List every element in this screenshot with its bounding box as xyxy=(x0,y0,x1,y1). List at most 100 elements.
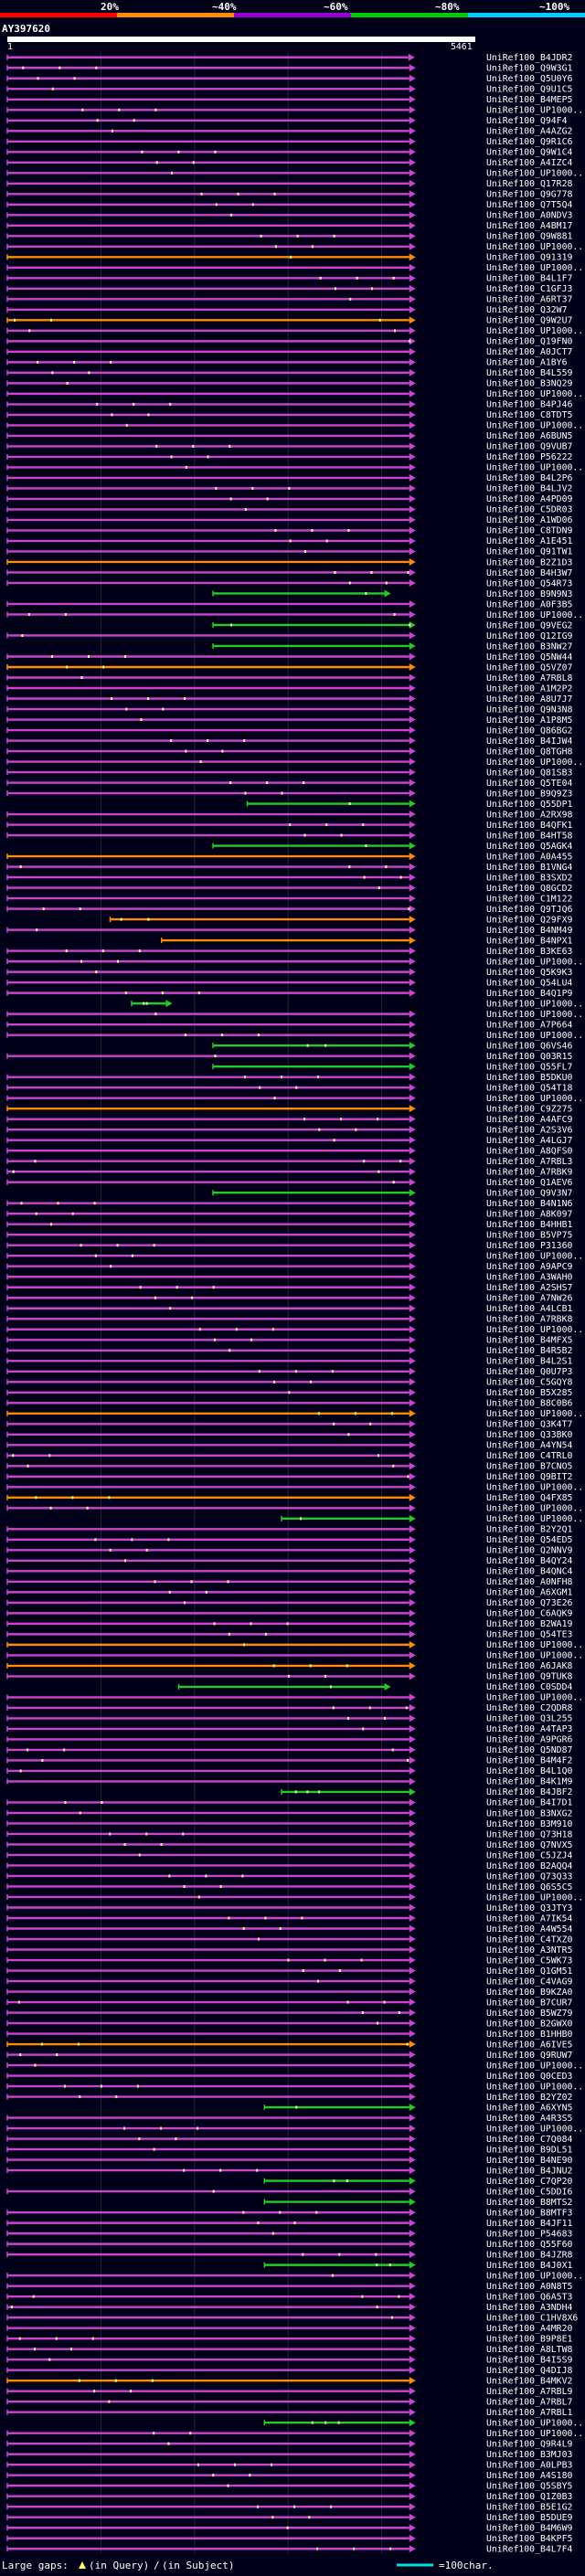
hit-label[interactable]: UniRef100_Q3K4T7 xyxy=(486,1420,572,1430)
hit-label[interactable]: UniRef100_UP1000... xyxy=(486,326,585,336)
hit-label[interactable]: UniRef100_B8C0B6 xyxy=(486,1399,572,1409)
hit-label[interactable]: UniRef100_B5E1G2 xyxy=(486,2503,572,2513)
hit-label[interactable]: UniRef100_A7RBL7 xyxy=(486,2397,572,2407)
hit-label[interactable]: UniRef100_P31360 xyxy=(486,1241,572,1251)
hit-label[interactable]: UniRef100_Q9TJQ6 xyxy=(486,905,572,915)
hit-label[interactable]: UniRef100_Q9W1C4 xyxy=(486,148,572,158)
hit-label[interactable]: UniRef100_Q7NVX5 xyxy=(486,1840,572,1850)
hit-label[interactable]: UniRef100_B4K1M9 xyxy=(486,1777,572,1787)
hit-label[interactable]: UniRef100_B4M6W9 xyxy=(486,2524,572,2534)
hit-label[interactable]: UniRef100_A4R3S5 xyxy=(486,2114,572,2124)
hit-label[interactable]: UniRef100_B7CUR7 xyxy=(486,1998,572,2008)
hit-label[interactable]: UniRef100_Q3L255 xyxy=(486,1714,572,1724)
hit-label[interactable]: UniRef100_A4AZG2 xyxy=(486,127,572,137)
hit-label[interactable]: UniRef100_Q3JTY3 xyxy=(486,1903,572,1913)
hit-label[interactable]: UniRef100_Q03R15 xyxy=(486,1052,572,1062)
hit-label[interactable]: UniRef100_B4JDR2 xyxy=(486,53,572,63)
hit-label[interactable]: UniRef100_B4NE90 xyxy=(486,2156,572,2166)
hit-label[interactable]: UniRef100_Q33BK0 xyxy=(486,1430,572,1440)
hit-label[interactable]: UniRef100_UP1000... xyxy=(486,1031,585,1041)
hit-label[interactable]: UniRef100_C2QDR8 xyxy=(486,1703,572,1713)
hit-label[interactable]: UniRef100_A2S3V6 xyxy=(486,1125,572,1135)
hit-label[interactable]: UniRef100_B4JF11 xyxy=(486,2219,572,2229)
hit-label[interactable]: UniRef100_A0N8T5 xyxy=(486,2282,572,2292)
hit-label[interactable]: UniRef100_A4PD09 xyxy=(486,494,572,504)
hit-label[interactable]: UniRef100_UP1000... xyxy=(486,758,585,768)
hit-label[interactable]: UniRef100_C5GQY8 xyxy=(486,1378,572,1388)
hit-label[interactable]: UniRef100_UP1000... xyxy=(486,1094,585,1104)
hit-label[interactable]: UniRef100_Q12IG9 xyxy=(486,631,572,641)
hit-label[interactable]: UniRef100_Q9W881 xyxy=(486,232,572,242)
hit-label[interactable]: UniRef100_A7RBL9 xyxy=(486,2387,572,2397)
hit-label[interactable]: UniRef100_C4TXZ0 xyxy=(486,1935,572,1945)
hit-label[interactable]: UniRef100_A3NDH4 xyxy=(486,2303,572,2313)
hit-label[interactable]: UniRef100_C4TRL0 xyxy=(486,1451,572,1461)
hit-label[interactable]: UniRef100_B4L559 xyxy=(486,368,572,378)
hit-label[interactable]: UniRef100_B4L1F7 xyxy=(486,274,572,284)
hit-label[interactable]: UniRef100_Q0U7P3 xyxy=(486,1367,572,1377)
hit-label[interactable]: UniRef100_UP1000... xyxy=(486,2061,585,2071)
hit-label[interactable]: UniRef100_Q1GM51 xyxy=(486,1966,572,1977)
hit-label[interactable]: UniRef100_Q9N3N8 xyxy=(486,705,572,715)
hit-label[interactable]: UniRef100_A7IK54 xyxy=(486,1913,572,1924)
hit-label[interactable]: UniRef100_C1GFJ3 xyxy=(486,284,572,294)
hit-label[interactable]: UniRef100_Q9W3G1 xyxy=(486,64,572,74)
hit-label[interactable]: UniRef100_A0F3B5 xyxy=(486,599,572,610)
hit-label[interactable]: UniRef100_A3NTR5 xyxy=(486,1945,572,1956)
hit-label[interactable]: UniRef100_A7RBK8 xyxy=(486,1315,572,1325)
hit-label[interactable]: UniRef100_B4I7D1 xyxy=(486,1798,572,1808)
hit-label[interactable]: UniRef100_A1E451 xyxy=(486,536,572,546)
hit-label[interactable]: UniRef100_B4NPX1 xyxy=(486,936,572,946)
hit-label[interactable]: UniRef100_Q6A5T3 xyxy=(486,2292,572,2302)
hit-label[interactable]: UniRef100_C7QP20 xyxy=(486,2177,572,2187)
hit-label[interactable]: UniRef100_B9DL51 xyxy=(486,2145,572,2155)
hit-label[interactable]: UniRef100_A6XGM1 xyxy=(486,1588,572,1598)
hit-label[interactable]: UniRef100_Q4FX85 xyxy=(486,1493,572,1503)
hit-label[interactable]: UniRef100_B3NW27 xyxy=(486,641,572,652)
hit-label[interactable]: UniRef100_Q0CED3 xyxy=(486,2072,572,2082)
hit-label[interactable]: UniRef100_B8MTF3 xyxy=(486,2208,572,2218)
hit-label[interactable]: UniRef100_C8TDT5 xyxy=(486,410,572,420)
hit-label[interactable]: UniRef100_C5DR03 xyxy=(486,505,572,515)
hit-label[interactable]: UniRef100_Q54TE3 xyxy=(486,1630,572,1640)
hit-label[interactable]: UniRef100_A8U7J7 xyxy=(486,694,572,705)
hit-label[interactable]: UniRef100_A4S180 xyxy=(486,2471,572,2481)
hit-label[interactable]: UniRef100_Q73E26 xyxy=(486,1598,572,1608)
hit-label[interactable]: UniRef100_Q1AEV6 xyxy=(486,1178,572,1188)
hit-label[interactable]: UniRef100_Q73Q33 xyxy=(486,1871,572,1882)
hit-label[interactable]: UniRef100_B8MTS2 xyxy=(486,2198,572,2208)
hit-label[interactable]: UniRef100_B4N1N6 xyxy=(486,1199,572,1209)
hit-label[interactable]: UniRef100_P56222 xyxy=(486,452,572,462)
hit-label[interactable]: UniRef100_A4IZC4 xyxy=(486,158,572,168)
hit-label[interactable]: UniRef100_B3MJ03 xyxy=(486,2450,572,2460)
hit-label[interactable]: UniRef100_B9KZA0 xyxy=(486,1988,572,1998)
hit-label[interactable]: UniRef100_B4R5B2 xyxy=(486,1346,572,1356)
hit-label[interactable]: UniRef100_Q9BIT2 xyxy=(486,1472,572,1482)
hit-label[interactable]: UniRef100_Q5NW44 xyxy=(486,652,572,663)
hit-label[interactable]: UniRef100_A7RBL3 xyxy=(486,1157,572,1167)
hit-label[interactable]: UniRef100_Q73H18 xyxy=(486,1829,572,1839)
hit-label[interactable]: UniRef100_B9P8E1 xyxy=(486,2334,572,2344)
hit-label[interactable]: UniRef100_B4JZR8 xyxy=(486,2250,572,2260)
hit-label[interactable]: UniRef100_A9APC9 xyxy=(486,1262,572,1272)
hit-label[interactable]: UniRef100_Q91319 xyxy=(486,253,572,263)
hit-label[interactable]: UniRef100_UP1000... xyxy=(486,1010,585,1020)
hit-label[interactable]: UniRef100_B5DKU0 xyxy=(486,1073,572,1083)
hit-label[interactable]: UniRef100_C1HV8X6 xyxy=(486,2313,578,2323)
hit-label[interactable]: UniRef100_B3KE63 xyxy=(486,947,572,957)
hit-label[interactable]: UniRef100_B4IJW4 xyxy=(486,737,572,747)
hit-label[interactable]: UniRef100_B4MFX5 xyxy=(486,1336,572,1346)
hit-label[interactable]: UniRef100_A4LCB1 xyxy=(486,1304,572,1314)
hit-label[interactable]: UniRef100_UP1000... xyxy=(486,1693,585,1703)
hit-label[interactable]: UniRef100_A7NW26 xyxy=(486,1294,572,1304)
hit-label[interactable]: UniRef100_B2YZ02 xyxy=(486,2093,572,2103)
hit-label[interactable]: UniRef100_Q19FN0 xyxy=(486,337,572,347)
hit-label[interactable]: UniRef100_A4LGJ7 xyxy=(486,1136,572,1146)
hit-label[interactable]: UniRef100_B3M910 xyxy=(486,1819,572,1829)
hit-label[interactable]: UniRef100_B4I5S9 xyxy=(486,2355,572,2365)
hit-label[interactable]: UniRef100_B4MKV2 xyxy=(486,2376,572,2386)
hit-label[interactable]: UniRef100_Q9RUW7 xyxy=(486,2051,572,2061)
hit-label[interactable]: UniRef100_B4NM49 xyxy=(486,926,572,936)
hit-label[interactable]: UniRef100_UP1000... xyxy=(486,1514,585,1524)
hit-label[interactable]: UniRef100_UP1000... xyxy=(486,1252,585,1262)
